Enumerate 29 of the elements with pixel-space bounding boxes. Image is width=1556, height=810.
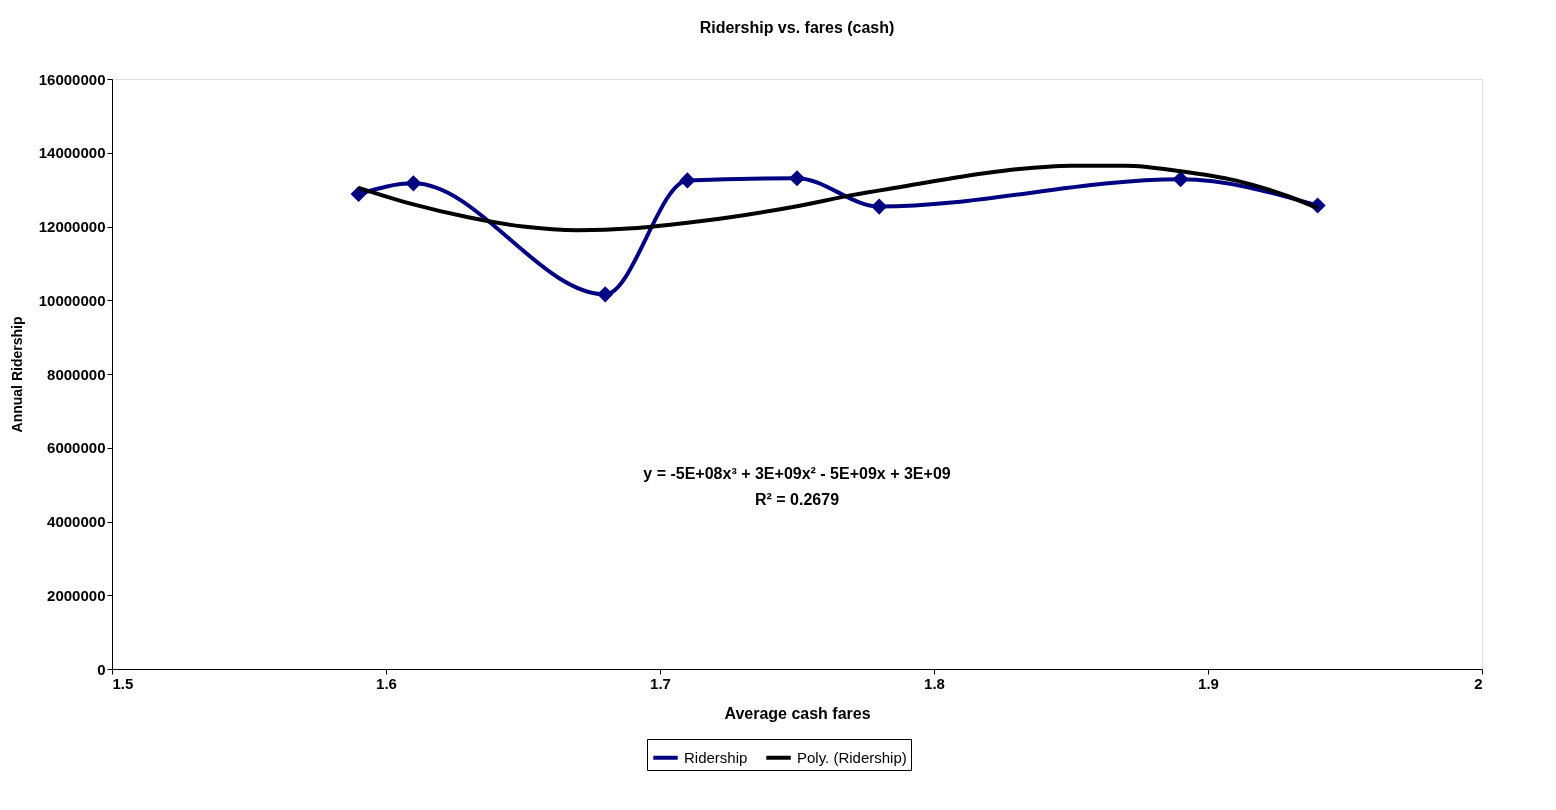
- x-tick-label: 1.5: [112, 674, 134, 692]
- x-tick-label: 1.9: [1198, 674, 1219, 692]
- y-tick-label: 12000000: [38, 218, 106, 235]
- point: [405, 175, 422, 192]
- point: [597, 286, 614, 303]
- annotation: R² = 0.2679: [754, 491, 840, 509]
- y-tick-label: 10000000: [38, 291, 106, 309]
- point: [788, 170, 806, 187]
- y-tick-label: 14000000: [38, 144, 106, 162]
- point: [1172, 171, 1189, 188]
- y-axis-title: Annual Ridership: [8, 316, 25, 433]
- point: [679, 172, 696, 189]
- x-tick-label: 2: [1474, 674, 1483, 692]
- y-tick-label: 6000000: [47, 439, 106, 457]
- point: [350, 185, 367, 203]
- x-tick-label: 1.6: [376, 674, 397, 692]
- y-tick-label: 0: [97, 660, 106, 678]
- x-tick-label: 1.8: [924, 674, 945, 692]
- x-tick-label: 1.7: [650, 674, 671, 692]
- x-axis-title: Average cash fares: [724, 704, 871, 722]
- chart-title: Ridership vs. fares (cash): [699, 19, 895, 36]
- legend-label: Ridership: [684, 748, 748, 766]
- y-tick-label: 4000000: [47, 513, 106, 530]
- legend-label: Poly. (Ridership): [797, 748, 907, 766]
- y-tick-label: 16000000: [38, 70, 106, 88]
- point: [871, 198, 888, 215]
- y-tick-label: 8000000: [47, 365, 106, 383]
- annotation: y = -5E+08x³ + 3E+09x² - 5E+09x + 3E+09: [643, 465, 951, 483]
- y-tick-label: 2000000: [47, 586, 106, 604]
